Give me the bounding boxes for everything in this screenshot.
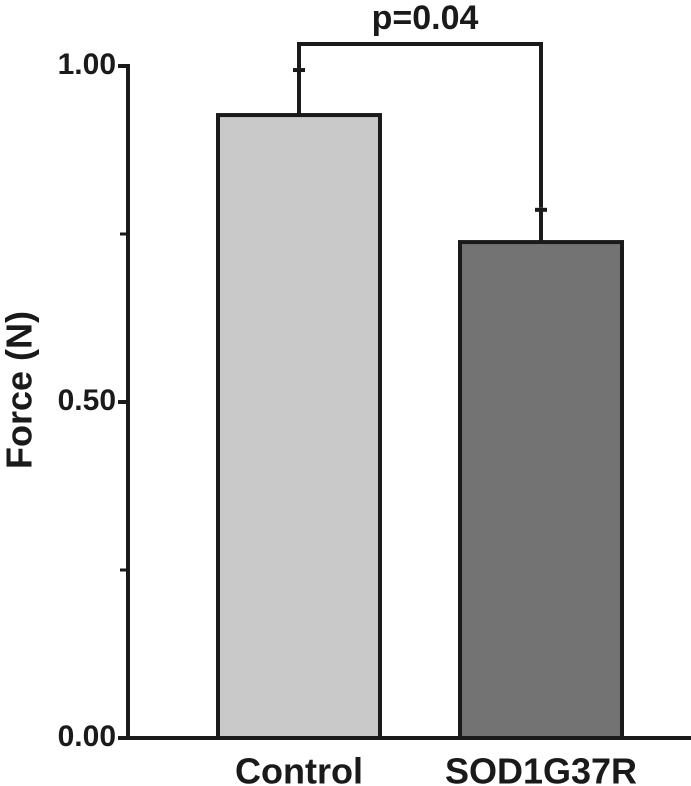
- y-tick-label: 0.00: [58, 720, 116, 753]
- significance-bracket: [297, 42, 543, 208]
- y-axis-label: Force (N): [0, 311, 40, 469]
- x-tick-label: SOD1G37R: [445, 751, 637, 786]
- x-tick-label: Control: [235, 751, 363, 786]
- bar: [216, 113, 382, 740]
- y-tick-label: 1.00: [58, 48, 116, 81]
- annotation: p=0.04: [372, 0, 479, 37]
- bar: [458, 240, 624, 740]
- y-tick-label: 0.50: [58, 384, 116, 417]
